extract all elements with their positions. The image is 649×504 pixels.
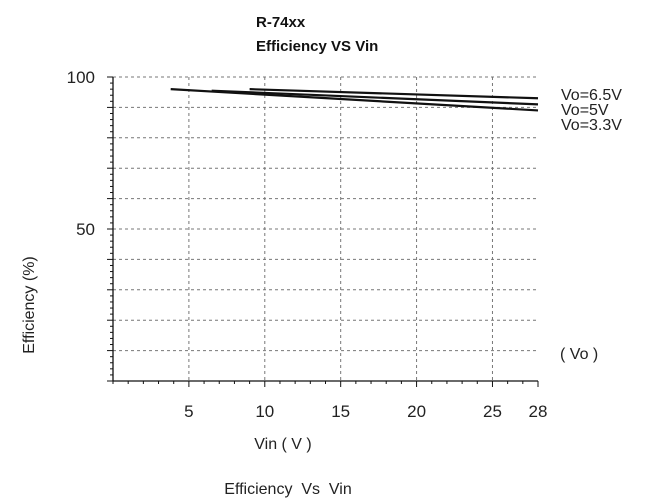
legend-label-3: Vo=3.3V [561,117,622,134]
x-tick-label: 28 [529,402,548,421]
grid [113,76,538,381]
tick-labels: 50 100 5 10 15 20 25 28 [67,68,548,421]
x-tick-label: 5 [184,402,193,421]
series-line-2 [211,89,539,106]
chart-title: R-74xx [256,14,306,31]
y-tick-label: 100 [67,68,95,87]
legend-title: ( Vo ) [560,346,598,363]
chart-caption: Efficiency Vs Vin [224,481,351,498]
legend-label-2: Vo=5V [561,102,609,119]
series-line-3 [170,88,539,112]
series-lines [170,88,539,112]
y-tick-label: 50 [76,220,95,239]
axes [107,76,539,387]
x-tick-label: 20 [407,402,426,421]
x-tick-label: 15 [331,402,350,421]
series-line-1 [249,88,539,100]
x-axis-label: Vin ( V ) [254,436,312,453]
x-tick-label: 10 [255,402,274,421]
chart-subtitle: Efficiency VS Vin [256,38,378,55]
y-axis-label: Efficiency (%) [21,256,38,354]
legend-label-1: Vo=6.5V [561,87,622,104]
x-tick-label: 25 [483,402,502,421]
